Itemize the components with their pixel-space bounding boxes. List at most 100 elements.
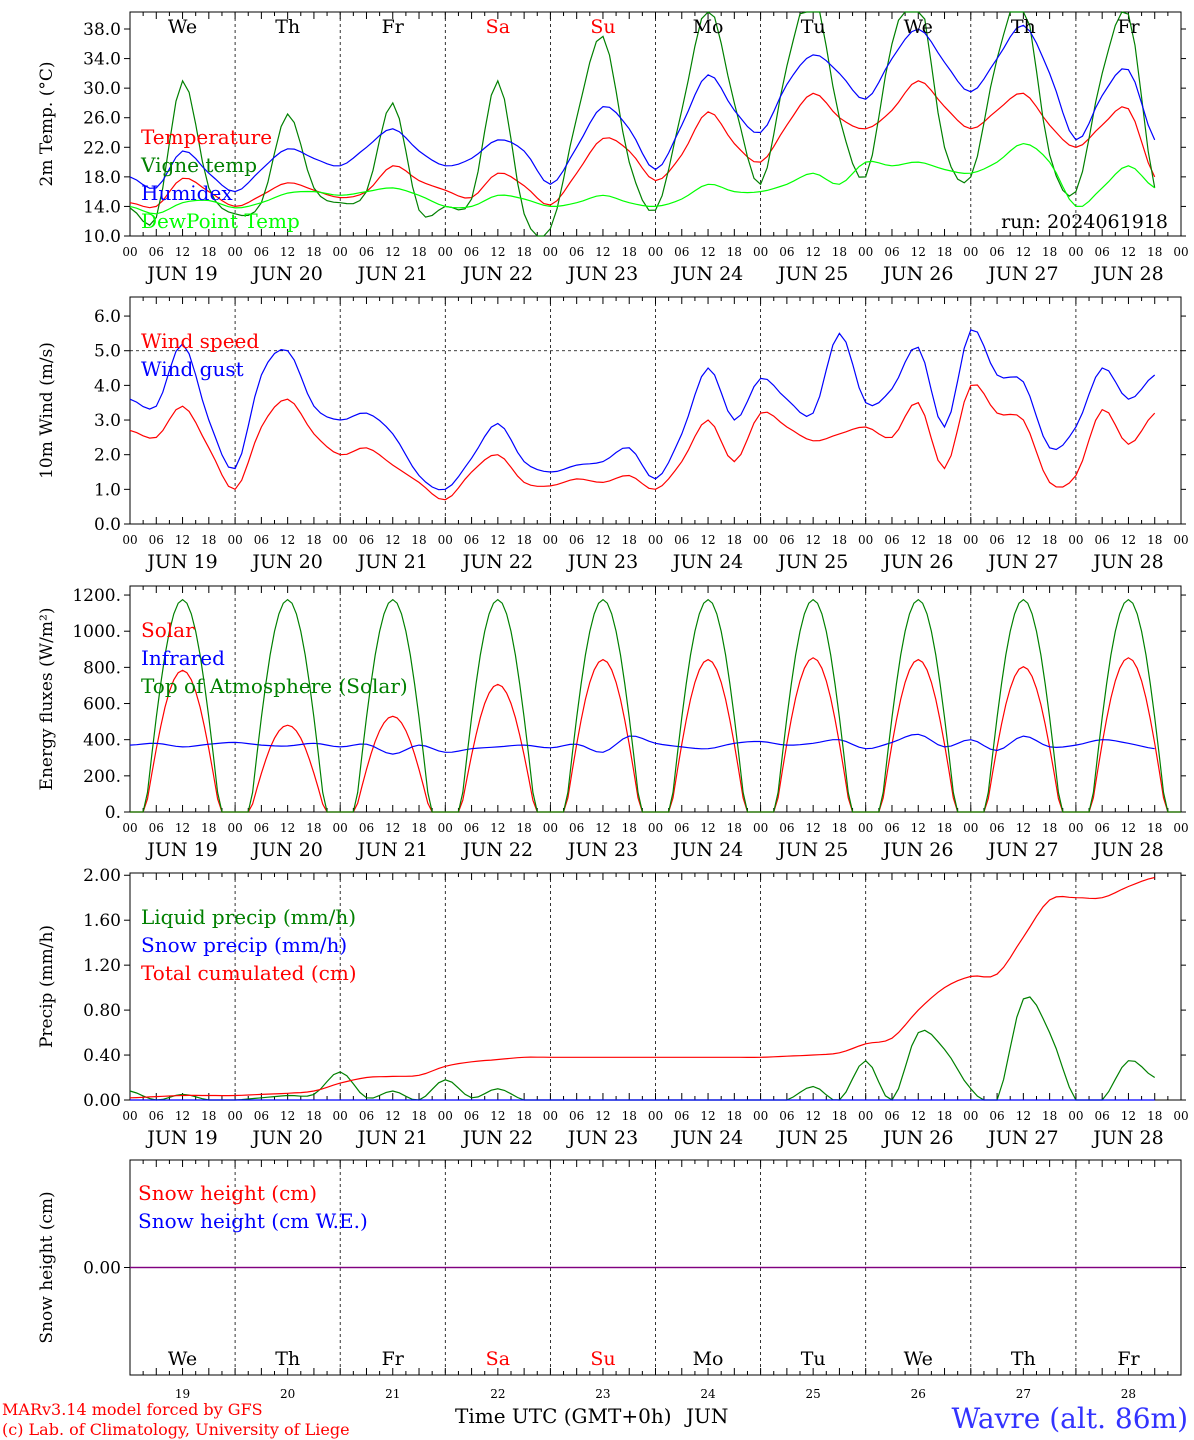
series-line-liquid-precip-mm-h- (129, 996, 1156, 1101)
hour-tick-label: 06 (254, 245, 269, 259)
hour-tick-label: 06 (989, 1109, 1004, 1123)
hour-tick-label: 00 (1068, 245, 1083, 259)
legend-entry: Wind speed (141, 329, 259, 353)
hour-tick-label: 18 (201, 245, 216, 259)
hour-tick-label: 18 (306, 1109, 321, 1123)
date-label: JUN 21 (356, 263, 428, 285)
hour-tick-label: 00 (1068, 821, 1083, 835)
hour-tick-label: 00 (543, 533, 558, 547)
hour-tick-label: 18 (516, 245, 531, 259)
hour-tick-label: 12 (806, 245, 821, 259)
x-axis-labels: 00 06 12 18 JUN 19 00 06 12 18 JUN 20 00 06 12 18 JUN … (122, 245, 1188, 285)
y-tick-label: 0.80 (83, 1001, 121, 1021)
weekday-label: Fr (382, 16, 405, 38)
date-label: JUN 22 (461, 263, 533, 285)
y-tick-label: 0.40 (83, 1046, 121, 1066)
weekday-labels-bottom: We 19 Th 20 Fr 21 Sa 22 Su 23 Mo 24 Tu 25 We 26 Th 27 Fr 28 (168, 1348, 1141, 1401)
y-tick-label: 0. (105, 803, 121, 823)
hour-tick-label: 12 (175, 533, 190, 547)
hour-tick-label: 12 (385, 533, 400, 547)
date-label: JUN 24 (671, 263, 743, 285)
legend: Solar Infrared Top of Atmosphere (Solar) (141, 618, 408, 698)
legend: Temperature Vigne temp Humidex DewPoint Tem… (140, 125, 300, 233)
hour-tick-label: 12 (700, 533, 715, 547)
y-tick-label: 600. (83, 695, 121, 715)
date-label: JUN 26 (881, 1127, 953, 1149)
hour-tick-label: 00 (543, 821, 558, 835)
y-tick-label: 1.20 (83, 956, 121, 976)
y-tick-label: 22.0 (83, 138, 121, 158)
hour-tick-label: 12 (1016, 533, 1031, 547)
y-tick-label: 4.0 (94, 376, 121, 396)
hour-tick-label: 06 (1095, 821, 1110, 835)
legend: Wind speed Wind gust (141, 329, 259, 381)
date-label: JUN 22 (461, 839, 533, 861)
date-label: JUN 20 (250, 263, 322, 285)
hour-tick-label: 12 (595, 245, 610, 259)
legend-entry: Snow precip (mm/h) (141, 933, 347, 957)
x-axis-month: JUN (684, 1404, 728, 1428)
hour-tick-label: 12 (385, 1109, 400, 1123)
y-axis: 0.0 1.0 2.0 3.0 4.0 5.0 6.0 (94, 307, 1186, 535)
hour-tick-label: 12 (1016, 245, 1031, 259)
hour-tick-label: 12 (175, 1109, 190, 1123)
hour-tick-label: 18 (1147, 821, 1162, 835)
y-axis-label: Snow height (cm) (37, 1191, 57, 1343)
date-label: JUN 25 (776, 551, 848, 573)
y-tick-label: 0.00 (83, 1259, 121, 1279)
legend-entry: Solar (141, 618, 195, 642)
hour-tick-label: 06 (989, 245, 1004, 259)
hour-tick-label: 12 (1121, 1109, 1136, 1123)
x-axis-labels: 00 06 12 18 JUN 19 00 06 12 18 JUN 20 00 06 12 18 JUN … (122, 821, 1188, 861)
hour-tick-label: 12 (1121, 245, 1136, 259)
hour-tick-label: 12 (490, 821, 505, 835)
day-number-label: 24 (700, 1387, 716, 1401)
hour-tick-label: 00 (227, 1109, 242, 1123)
y-tick-label: 1000. (72, 622, 121, 642)
y-tick-label: 3.0 (94, 411, 121, 431)
hour-tick-label: 00 (227, 245, 242, 259)
y-tick-label: 0.00 (83, 1091, 121, 1111)
date-label: JUN 28 (1091, 263, 1163, 285)
weekday-label: We (168, 1348, 197, 1370)
hour-tick-label: 00 (122, 533, 137, 547)
hour-tick-label: 00 (1068, 1109, 1083, 1123)
hour-tick-label: 18 (937, 245, 952, 259)
station-title: Wavre (alt. 86m) (952, 1402, 1188, 1435)
hour-tick-label: 00 (963, 821, 978, 835)
day-number-label: 28 (1121, 1387, 1136, 1401)
date-label: JUN 22 (461, 551, 533, 573)
hour-tick-label: 00 (753, 533, 768, 547)
y-tick-label: 1200. (72, 586, 121, 606)
series-line-temperature (129, 80, 1156, 209)
hour-tick-label: 00 (438, 1109, 453, 1123)
weekday-label: Th (275, 1348, 300, 1370)
date-label: JUN 22 (461, 1127, 533, 1149)
date-label: JUN 23 (566, 263, 638, 285)
date-label: JUN 24 (671, 839, 743, 861)
hour-tick-label: 18 (937, 533, 952, 547)
hour-tick-label: 18 (306, 533, 321, 547)
hour-tick-label: 00 (648, 1109, 663, 1123)
hour-tick-label: 06 (989, 533, 1004, 547)
hour-tick-label: 00 (858, 821, 873, 835)
y-tick-label: 400. (83, 731, 121, 751)
date-label: JUN 28 (1091, 839, 1163, 861)
hour-tick-label: 00 (122, 821, 137, 835)
series-group (129, 598, 1181, 813)
hour-tick-label: 06 (464, 245, 479, 259)
hour-tick-label: 06 (254, 821, 269, 835)
date-label: JUN 28 (1091, 551, 1163, 573)
hour-tick-label: 18 (1042, 245, 1057, 259)
hour-tick-label: 06 (254, 533, 269, 547)
day-number-label: 23 (595, 1387, 610, 1401)
hour-tick-label: 12 (700, 245, 715, 259)
weekday-label: Sa (486, 1348, 510, 1370)
hour-tick-label: 06 (149, 1109, 164, 1123)
hour-tick-label: 00 (333, 1109, 348, 1123)
hour-tick-label: 18 (832, 533, 847, 547)
date-label: JUN 25 (776, 263, 848, 285)
hour-tick-label: 18 (306, 821, 321, 835)
hour-tick-label: 00 (648, 821, 663, 835)
y-axis-label: Precip (mm/h) (37, 925, 57, 1048)
